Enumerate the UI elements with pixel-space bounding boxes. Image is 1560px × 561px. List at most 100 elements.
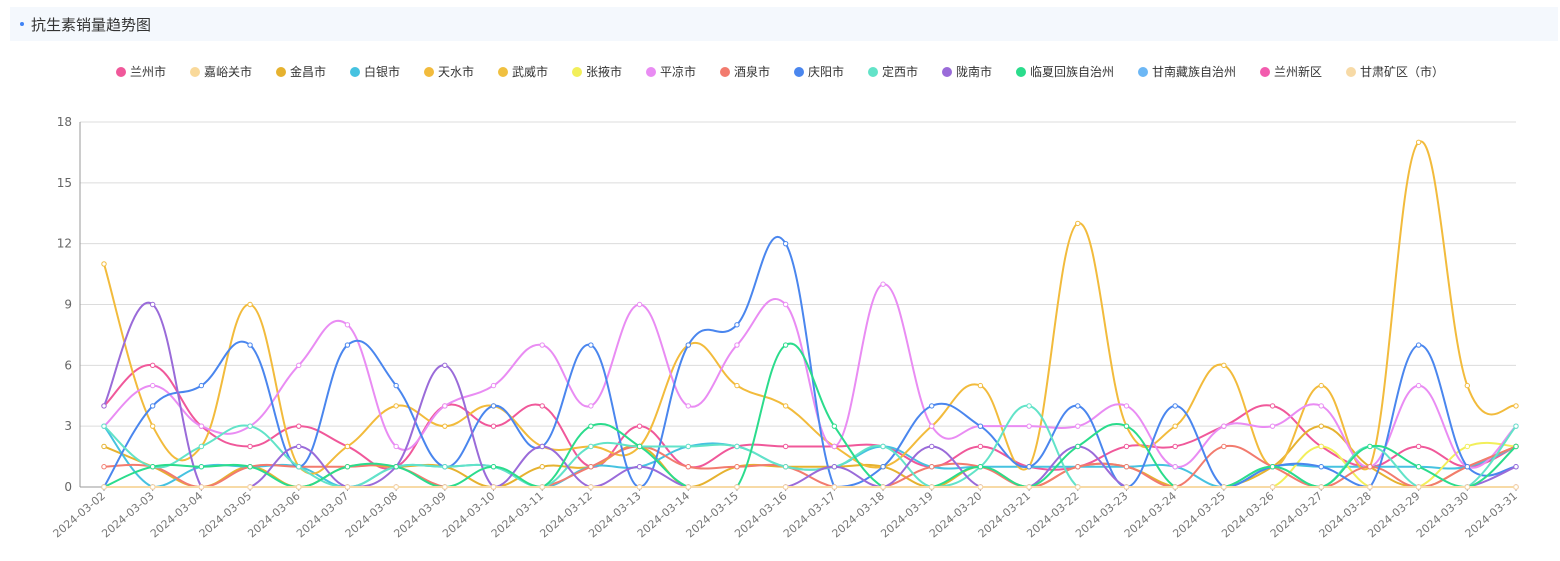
data-point[interactable] <box>588 464 594 470</box>
data-point[interactable] <box>490 403 497 409</box>
data-point[interactable] <box>782 342 789 348</box>
legend-item[interactable]: 甘南藏族自治州 <box>1138 64 1236 79</box>
data-point[interactable] <box>296 464 302 470</box>
data-point[interactable] <box>247 484 253 490</box>
data-point[interactable] <box>1318 382 1324 389</box>
data-point[interactable] <box>490 484 497 490</box>
data-point[interactable] <box>977 464 984 470</box>
data-point[interactable] <box>1269 464 1276 470</box>
data-point[interactable] <box>1513 423 1519 429</box>
data-point[interactable] <box>929 484 935 490</box>
data-point[interactable] <box>685 443 691 450</box>
data-point[interactable] <box>247 443 253 450</box>
data-point[interactable] <box>1513 403 1519 409</box>
data-point[interactable] <box>1464 484 1471 490</box>
legend-item[interactable]: 武威市 <box>497 64 548 79</box>
legend-item[interactable]: 金昌市 <box>275 64 326 79</box>
data-point[interactable] <box>588 484 594 490</box>
data-point[interactable] <box>1415 484 1422 490</box>
data-point[interactable] <box>1269 403 1276 409</box>
data-point[interactable] <box>393 464 399 470</box>
data-point[interactable] <box>588 423 594 429</box>
data-point[interactable] <box>782 443 789 450</box>
data-point[interactable] <box>149 423 156 429</box>
data-point[interactable] <box>539 464 545 470</box>
data-point[interactable] <box>1318 423 1324 429</box>
data-point[interactable] <box>539 443 545 450</box>
data-point[interactable] <box>1367 484 1373 490</box>
data-point[interactable] <box>1221 443 1227 450</box>
data-point[interactable] <box>296 423 302 429</box>
data-point[interactable] <box>929 464 935 470</box>
data-point[interactable] <box>734 464 740 470</box>
data-point[interactable] <box>1367 464 1373 470</box>
data-point[interactable] <box>1221 362 1227 369</box>
data-point[interactable] <box>539 403 545 409</box>
data-point[interactable] <box>442 464 448 470</box>
data-point[interactable] <box>636 301 643 308</box>
legend-item[interactable]: 庆阳市 <box>793 64 844 79</box>
data-point[interactable] <box>101 403 107 409</box>
data-point[interactable] <box>831 464 838 470</box>
data-point[interactable] <box>101 484 107 490</box>
data-point[interactable] <box>442 362 448 369</box>
legend-item[interactable]: 嘉峪关市 <box>189 64 252 79</box>
data-point[interactable] <box>782 403 789 409</box>
data-point[interactable] <box>1513 464 1519 470</box>
data-point[interactable] <box>1123 403 1130 409</box>
data-point[interactable] <box>880 443 886 450</box>
data-point[interactable] <box>1075 403 1081 409</box>
data-point[interactable] <box>734 382 740 389</box>
legend-item[interactable]: 张掖市 <box>571 64 622 79</box>
data-point[interactable] <box>977 382 984 389</box>
data-point[interactable] <box>1415 443 1422 450</box>
data-point[interactable] <box>490 382 497 389</box>
data-point[interactable] <box>101 261 107 267</box>
data-point[interactable] <box>149 382 156 389</box>
data-point[interactable] <box>880 464 886 470</box>
data-point[interactable] <box>880 484 886 490</box>
data-point[interactable] <box>1464 443 1471 450</box>
data-point[interactable] <box>296 484 302 490</box>
data-point[interactable] <box>101 443 107 450</box>
data-point[interactable] <box>1221 484 1227 490</box>
legend-item[interactable]: 甘肃矿区（市） <box>1346 64 1444 79</box>
data-point[interactable] <box>1075 423 1081 429</box>
data-point[interactable] <box>977 423 984 429</box>
data-point[interactable] <box>636 464 643 470</box>
data-point[interactable] <box>247 301 253 308</box>
legend-item[interactable]: 平凉市 <box>645 64 696 79</box>
data-point[interactable] <box>1318 464 1324 470</box>
legend-item[interactable]: 酒泉市 <box>719 64 770 79</box>
data-point[interactable] <box>344 484 351 490</box>
legend-item[interactable]: 兰州新区 <box>1260 64 1322 79</box>
data-point[interactable] <box>977 443 984 450</box>
data-point[interactable] <box>149 403 156 409</box>
legend-item[interactable]: 白银市 <box>349 64 400 79</box>
data-point[interactable] <box>1172 443 1178 450</box>
data-point[interactable] <box>1026 484 1032 490</box>
data-point[interactable] <box>490 464 497 470</box>
data-point[interactable] <box>344 443 351 450</box>
data-point[interactable] <box>1415 464 1422 470</box>
data-point[interactable] <box>1123 423 1130 429</box>
data-point[interactable] <box>442 403 448 409</box>
data-point[interactable] <box>1415 342 1422 348</box>
data-point[interactable] <box>734 342 740 348</box>
data-point[interactable] <box>393 443 399 450</box>
data-point[interactable] <box>198 484 205 490</box>
data-point[interactable] <box>1075 443 1081 450</box>
data-point[interactable] <box>539 484 545 490</box>
data-point[interactable] <box>782 301 789 308</box>
data-point[interactable] <box>1075 464 1081 470</box>
data-point[interactable] <box>1464 382 1471 389</box>
data-point[interactable] <box>296 362 302 369</box>
data-point[interactable] <box>880 281 886 287</box>
data-point[interactable] <box>831 484 838 490</box>
data-point[interactable] <box>929 423 935 429</box>
data-point[interactable] <box>1026 423 1032 429</box>
data-point[interactable] <box>929 403 935 409</box>
data-point[interactable] <box>685 342 691 348</box>
data-point[interactable] <box>393 403 399 409</box>
data-point[interactable] <box>782 240 789 247</box>
